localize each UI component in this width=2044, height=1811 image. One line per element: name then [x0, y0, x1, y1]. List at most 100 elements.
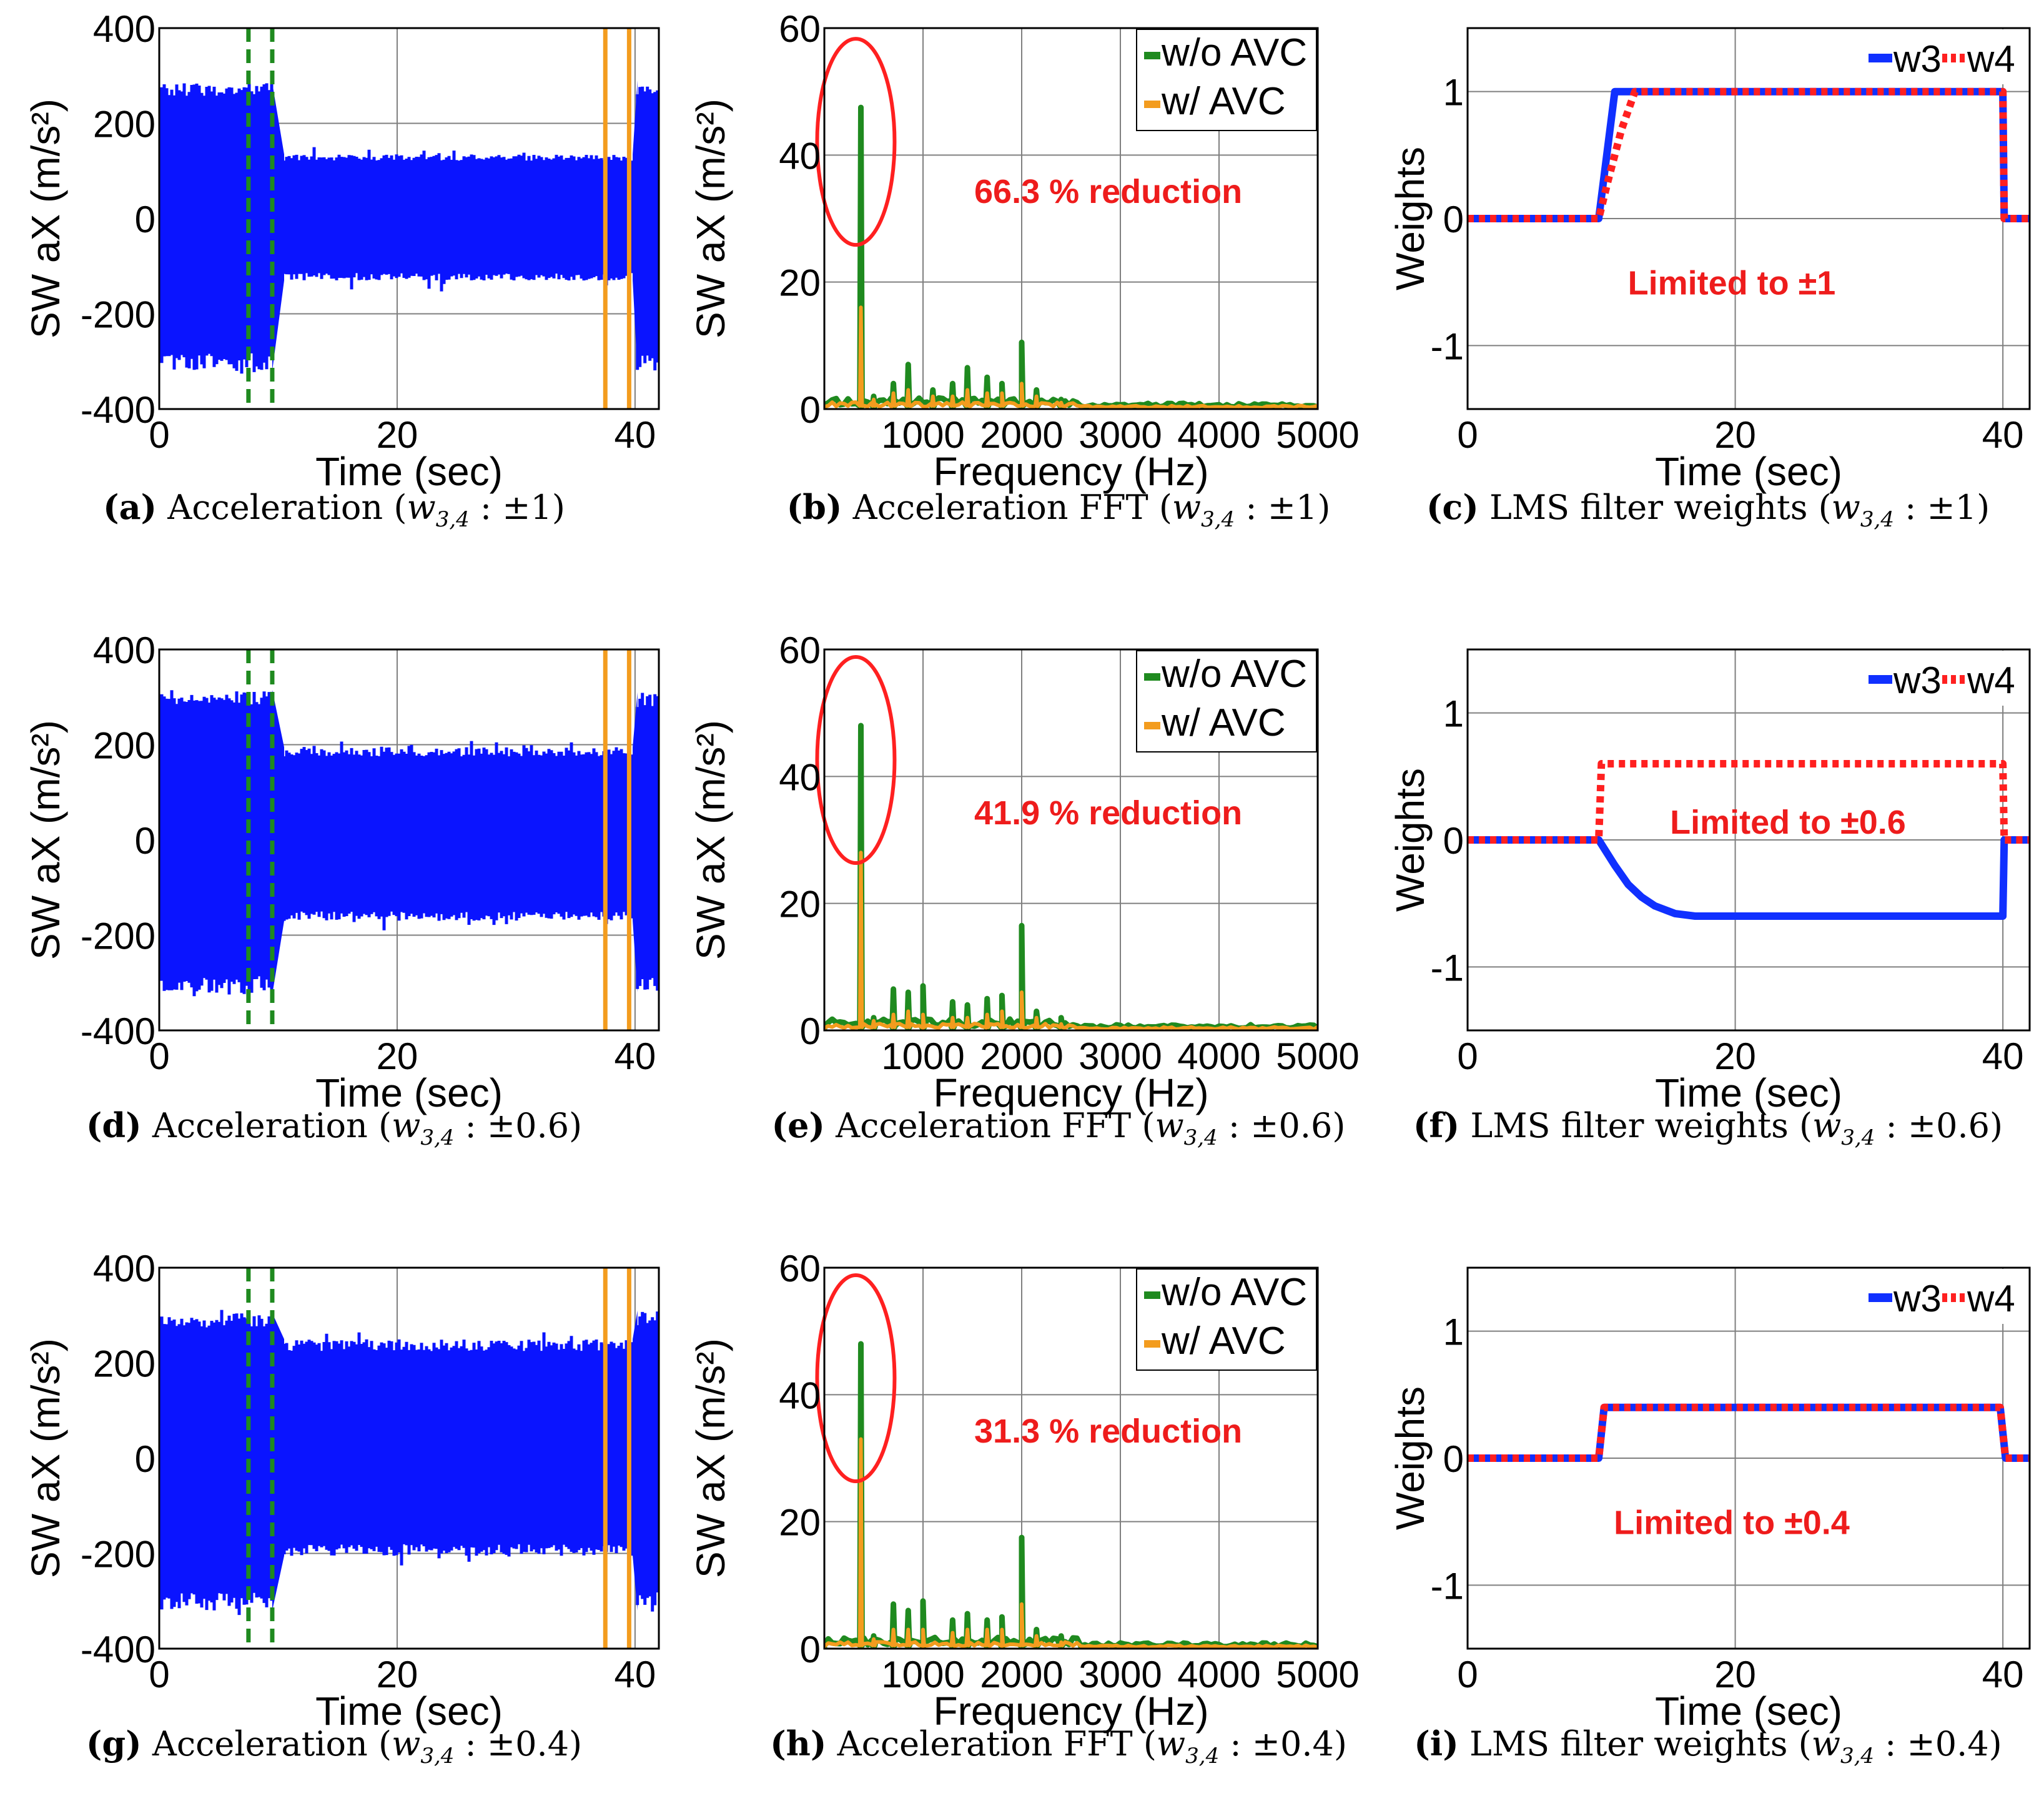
caption-close: )	[1332, 1106, 1346, 1145]
x-tick-label: 5000	[1276, 414, 1359, 456]
series-group	[159, 28, 659, 409]
panel-b: 66.3 % reduction w/o AVC w/ AVC 1000 2000 300…	[688, 8, 1360, 494]
y-tick-label: -400	[81, 1010, 156, 1052]
caption-var: w	[1812, 1106, 1842, 1145]
x-tick-label: 1000	[881, 414, 964, 456]
series-avc	[824, 1437, 1318, 1649]
x-tick-label: 2000	[980, 1654, 1063, 1695]
plot-frame	[158, 648, 660, 1032]
caption-letter: (e)	[771, 1105, 825, 1145]
series-group	[159, 649, 659, 1030]
legend-box	[1136, 1268, 1317, 1371]
x-axis-label: Time (sec)	[1655, 1689, 1842, 1734]
caption-sep: :	[1219, 1724, 1252, 1764]
x-tick-label: 4000	[1177, 1654, 1260, 1695]
caption-close: )	[569, 1724, 583, 1764]
y-tick-label: -400	[81, 389, 156, 431]
caption-var: w	[1155, 1106, 1184, 1145]
series-w4	[1468, 760, 2030, 844]
y-tick-label: 200	[93, 104, 156, 146]
caption-var: w	[1172, 488, 1202, 527]
y-axis-label: SW aX (m/s²)	[688, 1338, 733, 1578]
y-tick-label: 400	[93, 8, 156, 50]
caption-sub: 3,4	[1183, 1125, 1218, 1150]
x-axis-label: Time (sec)	[1655, 1070, 1842, 1115]
caption-limit: ±1	[1927, 488, 1977, 527]
x-axis-label: Time (sec)	[315, 1070, 503, 1115]
series-group	[159, 1268, 659, 1649]
x-tick-label: 0	[1457, 1035, 1478, 1077]
caption-var: w	[407, 488, 436, 527]
y-tick-label: 0	[135, 199, 156, 240]
x-tick-label: 20	[1714, 414, 1756, 456]
caption-close: )	[1977, 488, 1990, 527]
caption-sep: :	[454, 1724, 487, 1764]
panel-e: 41.9 % reduction w/o AVC w/ AVC 1000 2000 300…	[688, 629, 1360, 1115]
signal-body	[284, 1351, 633, 1544]
y-tick-label: 1	[1443, 1311, 1464, 1353]
x-tick-label: 0	[149, 1035, 169, 1077]
caption-letter: (i)	[1414, 1724, 1459, 1764]
x-tick-label: 3000	[1079, 1035, 1162, 1077]
caption-text: Acceleration FFT (	[824, 1106, 1155, 1145]
y-axis-label: Weights	[1388, 147, 1433, 290]
signal-transition	[633, 1310, 638, 1611]
x-tick-label: 0	[1457, 1654, 1478, 1695]
x-tick-label: 2000	[980, 414, 1063, 456]
caption-letter: (g)	[86, 1724, 142, 1764]
y-tick-label: -1	[1431, 325, 1464, 367]
signal-body	[284, 160, 633, 274]
caption-limit: ±0.4	[1907, 1724, 1989, 1764]
series-group	[824, 104, 1318, 409]
series-w4	[1468, 87, 2030, 222]
peak-highlight-ellipse	[815, 1273, 897, 1483]
caption-d: (d) Acceleration (w3,4 : ±0.6)	[22, 1105, 646, 1150]
caption-text: Acceleration FFT (	[842, 488, 1172, 527]
x-tick-label: 0	[1457, 414, 1478, 456]
series-group	[1468, 760, 2030, 920]
plot-frame	[1466, 648, 2031, 1032]
legend-label: w/o AVC	[1161, 1271, 1307, 1314]
legend: w/o AVC w/ AVC	[1136, 1268, 1317, 1371]
series-w3	[1468, 87, 2030, 222]
x-axis-label: Frequency (Hz)	[934, 1070, 1209, 1115]
caption-text: Acceleration (	[141, 1106, 392, 1145]
caption-sep: :	[1235, 488, 1268, 527]
caption-text: Acceleration (	[157, 488, 407, 527]
signal-body	[284, 756, 633, 912]
y-axis-label: SW aX (m/s²)	[23, 1338, 68, 1578]
y-tick-label: 0	[800, 1629, 821, 1670]
caption-var: w	[1831, 488, 1860, 527]
caption-letter: (a)	[103, 487, 157, 527]
caption-close: )	[569, 1106, 583, 1145]
x-tick-label: 2000	[980, 1035, 1063, 1077]
caption-limit: ±1	[502, 488, 552, 527]
legend-label: w4	[1967, 659, 2015, 701]
legend-label: w/ AVC	[1161, 80, 1286, 123]
legend: w3 w4	[1861, 1269, 2028, 1324]
panel-c: Limited to ±1 w3 w4 0 20 40 -1 0 1 Time (sec) Weig…	[1388, 27, 2031, 494]
caption-text: Acceleration FFT (	[826, 1724, 1157, 1764]
x-tick-label: 20	[377, 414, 418, 456]
caption-a: (a) Acceleration (w3,4 : ±1)	[22, 487, 646, 532]
y-tick-label: 0	[1443, 820, 1464, 862]
caption-sub: 3,4	[435, 506, 470, 532]
panel-h: 31.3 % reduction w/o AVC w/ AVC 1000 2000 300…	[688, 1248, 1360, 1734]
y-tick-label: 20	[779, 884, 821, 925]
y-axis-label: SW aX (m/s²)	[23, 99, 68, 338]
caption-h: (h) Acceleration FFT (w3,4 : ±0.4)	[746, 1724, 1371, 1769]
caption-var: w	[392, 1106, 421, 1145]
caption-limit: ±0.6	[486, 1106, 570, 1145]
x-tick-label: 40	[615, 1035, 656, 1077]
reduction-annotation: 31.3 % reduction	[974, 1413, 1242, 1450]
caption-sep: :	[469, 488, 503, 527]
caption-close: )	[1333, 1724, 1347, 1764]
y-tick-label: 40	[779, 135, 821, 177]
caption-close: )	[1317, 488, 1331, 527]
y-tick-label: 1	[1443, 693, 1464, 735]
legend-label: w3	[1893, 659, 1942, 701]
panel-a: 0 20 40 -400 -200 0 200 400 Time (sec) SW aX (m/s…	[23, 8, 660, 494]
legend: w3 w4	[1861, 651, 2028, 706]
x-axis-label: Time (sec)	[315, 1689, 503, 1734]
y-tick-label: 0	[135, 820, 156, 862]
